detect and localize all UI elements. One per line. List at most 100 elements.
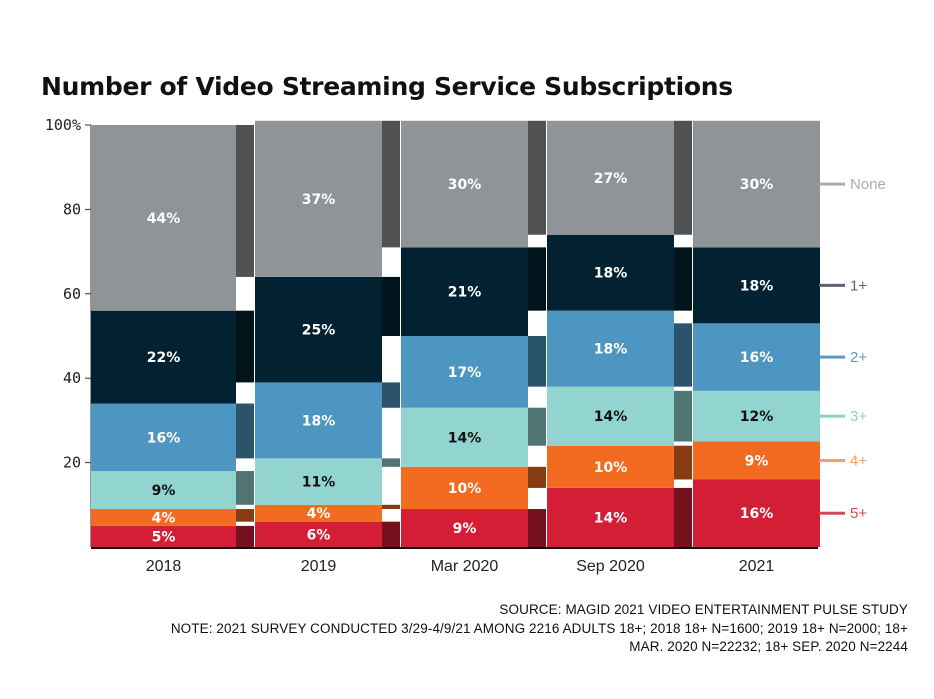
legend-swatch-1 (819, 283, 845, 287)
connector-2 (528, 336, 546, 387)
y-tick-label: 40 (63, 369, 81, 387)
bar-5-sep-2020 (547, 487, 674, 547)
data-label-1-sep-2020: 18% (594, 266, 628, 282)
survey-note-line-2: MAR. 2020 N=22232; 18+ SEP. 2020 N=2244 (629, 639, 908, 654)
connector-2 (236, 403, 254, 459)
bar-4-mar-2020 (401, 466, 528, 510)
bar-3-2021 (693, 390, 820, 442)
data-label-1-2018: 22% (147, 350, 181, 366)
x-tick-label-2018: 2018 (146, 558, 182, 575)
data-label-2-2021: 16% (740, 350, 774, 366)
connector-2 (674, 323, 692, 387)
data-label-none-mar-2020: 30% (448, 177, 482, 193)
bar-4-2018 (91, 509, 236, 526)
connector-5 (674, 487, 692, 547)
bar-none-2019 (255, 120, 382, 277)
bar-none-2018 (91, 125, 236, 311)
data-label-5-2019: 6% (307, 527, 331, 543)
connector-3 (382, 458, 400, 467)
y-tick-label: 20 (63, 454, 81, 472)
x-tick-label-sep-2020: Sep 2020 (576, 558, 645, 575)
bar-4-2019 (255, 504, 382, 522)
y-tick-label: 100% (45, 116, 81, 134)
connector-1 (236, 310, 254, 383)
connector-5 (382, 521, 400, 547)
bar-3-sep-2020 (547, 386, 674, 446)
data-label-1-2019: 25% (302, 323, 336, 339)
connector-4 (382, 504, 400, 510)
connector-3 (674, 390, 692, 442)
legend-swatch-2 (819, 355, 845, 359)
connector-1 (382, 276, 400, 336)
data-label-2-sep-2020: 18% (594, 342, 628, 358)
bar-5-2018 (91, 525, 236, 547)
connector-none (674, 120, 692, 235)
connector-2 (382, 382, 400, 408)
bar-5-mar-2020 (401, 509, 528, 547)
y-tick-label: 80 (63, 200, 81, 218)
connector-none (528, 120, 546, 235)
bar-none-sep-2020 (547, 120, 674, 235)
data-label-4-2018: 4% (152, 510, 176, 526)
connector-1 (528, 247, 546, 311)
legend-swatch-5 (819, 511, 845, 515)
data-label-2-2018: 16% (147, 430, 181, 446)
data-label-3-2019: 11% (302, 475, 336, 491)
legend-swatch-3 (819, 414, 845, 418)
connector-5 (528, 509, 546, 547)
data-label-4-2019: 4% (307, 506, 331, 522)
connector-none (236, 125, 254, 277)
bar-2-2021 (693, 323, 820, 391)
y-tick-label: 60 (63, 285, 81, 303)
legend-label-4: 4+ (850, 452, 867, 469)
data-label-5-2018: 5% (152, 529, 176, 545)
connector-4 (528, 466, 546, 488)
bar-1-mar-2020 (401, 247, 528, 336)
connector-4 (236, 509, 254, 522)
legend-swatch-4 (819, 458, 845, 462)
connector-5 (236, 525, 254, 547)
connector-3 (528, 407, 546, 446)
data-label-3-2018: 9% (152, 483, 176, 499)
data-label-1-2021: 18% (740, 278, 774, 294)
source-note: SOURCE: MAGID 2021 VIDEO ENTERTAINMENT P… (499, 602, 908, 617)
bar-3-mar-2020 (401, 407, 528, 467)
y-axis: 100% 80 60 40 20 (45, 116, 92, 547)
bar-none-2021 (693, 120, 820, 248)
chart-title: Number of Video Streaming Service Subscr… (41, 72, 733, 101)
bar-2-mar-2020 (401, 336, 528, 408)
x-tick-label-2019: 2019 (301, 558, 337, 575)
data-label-5-mar-2020: 9% (453, 521, 477, 537)
connector-3 (236, 471, 254, 505)
bar-2-2018 (91, 403, 236, 472)
data-label-4-mar-2020: 10% (448, 481, 482, 497)
bar-1-2019 (255, 276, 382, 383)
bar-3-2019 (255, 458, 382, 505)
data-label-5-2021: 16% (740, 506, 774, 522)
bar-connectors (236, 120, 692, 547)
legend-label-3: 3+ (850, 408, 867, 425)
x-tick-label-mar-2020: Mar 2020 (431, 558, 499, 575)
bar-1-2021 (693, 247, 820, 324)
bar-4-2021 (693, 441, 820, 480)
x-axis: 2018 2019 Mar 2020 Sep 2020 2021 (91, 547, 818, 575)
data-label-1-mar-2020: 21% (448, 285, 482, 301)
data-label-2-2019: 18% (302, 413, 336, 429)
data-label-none-2018: 44% (147, 211, 181, 227)
data-labels: 5% 6% 9% 14% 16% 4% 4% 10% 10% 9% 9% 11% 14% 14% 12% 16… (147, 171, 774, 546)
connector-none (382, 120, 400, 248)
legend: 5+ 4+ 3+ 2+ 1+ None (819, 176, 886, 522)
survey-note-line-1: NOTE: 2021 SURVEY CONDUCTED 3/29-4/9/21 … (170, 621, 908, 636)
data-label-5-sep-2020: 14% (594, 510, 628, 526)
data-label-3-sep-2020: 14% (594, 409, 628, 425)
data-label-4-sep-2020: 10% (594, 460, 628, 476)
data-label-none-sep-2020: 27% (594, 171, 628, 187)
data-label-4-2021: 9% (745, 453, 769, 469)
bar-1-sep-2020 (547, 234, 674, 311)
bar-none-mar-2020 (401, 120, 528, 248)
bar-3-2018 (91, 471, 236, 510)
data-label-3-mar-2020: 14% (448, 430, 482, 446)
legend-label-2: 2+ (850, 349, 867, 366)
bar-5-2019 (255, 521, 382, 547)
legend-label-5: 5+ (850, 505, 867, 522)
